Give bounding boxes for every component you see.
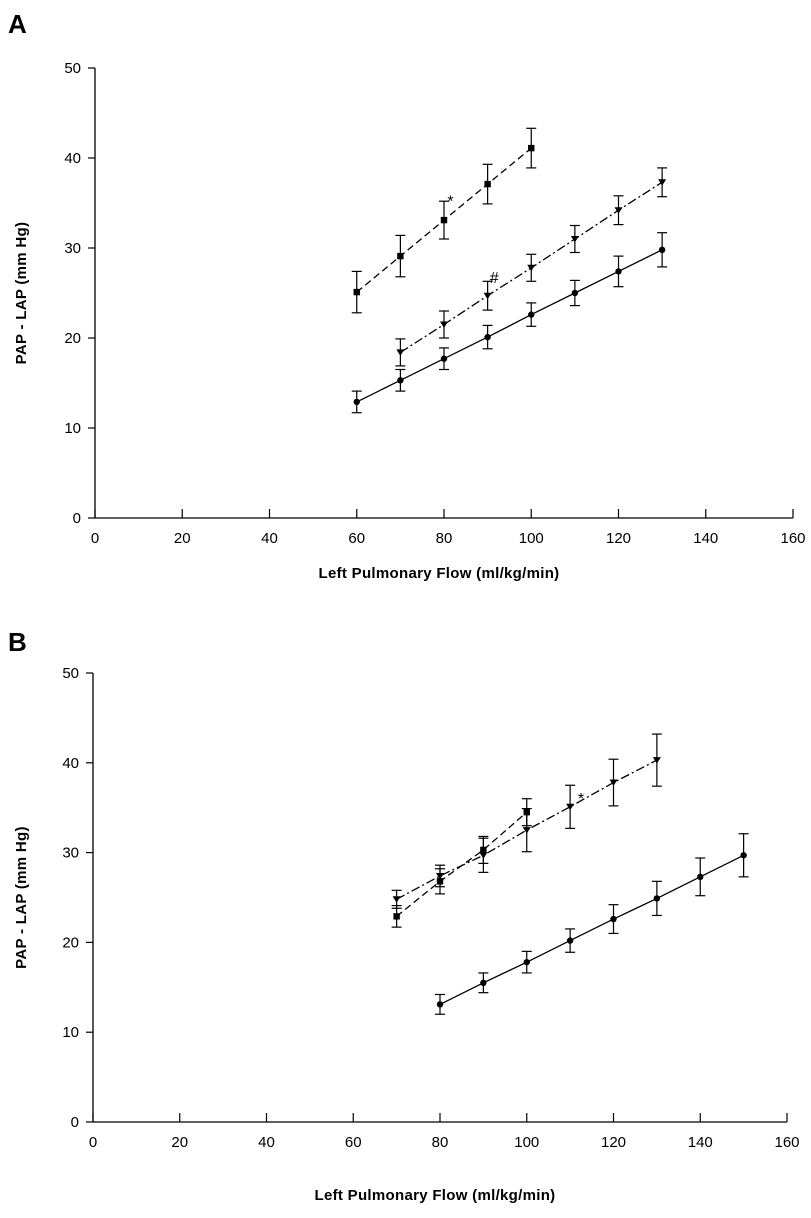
data-point-circle bbox=[659, 247, 665, 253]
y-tick-label: 10 bbox=[62, 1024, 79, 1041]
panel-label: B bbox=[8, 627, 27, 657]
data-point-triangle bbox=[479, 852, 487, 859]
y-tick-label: 10 bbox=[64, 420, 81, 437]
y-tick-label: 40 bbox=[62, 755, 79, 772]
data-point-square bbox=[441, 217, 447, 223]
panel-a: A 0 20 40 60 80 100 120 140 160 0 10 20 30 40 50 Left Pu… bbox=[8, 9, 806, 582]
x-tick-label: 160 bbox=[780, 530, 805, 547]
x-axis-label: Left Pulmonary Flow (ml/kg/min) bbox=[319, 565, 560, 582]
y-tick-label: 20 bbox=[62, 934, 79, 951]
series-circle bbox=[352, 233, 667, 413]
data-point-triangle bbox=[393, 896, 401, 903]
data-point-triangle bbox=[653, 757, 661, 764]
x-tick-label: 0 bbox=[89, 1134, 97, 1151]
x-tick-label: 80 bbox=[432, 1134, 449, 1151]
data-point-circle bbox=[354, 399, 360, 405]
series-square bbox=[352, 128, 537, 312]
data-point-circle bbox=[572, 290, 578, 296]
series-circle bbox=[435, 834, 749, 1014]
y-tick-label: 30 bbox=[64, 240, 81, 257]
x-tick-label: 160 bbox=[774, 1134, 799, 1151]
y-axis-label: PAP - LAP (mm Hg) bbox=[13, 222, 30, 365]
data-point-triangle bbox=[610, 780, 618, 787]
data-point-square bbox=[484, 181, 490, 187]
panel-label: A bbox=[8, 9, 27, 39]
y-tick-label: 50 bbox=[62, 665, 79, 682]
panel-b: B 0 20 40 60 80 100 120 140 160 0 10 20 30 40 50 Left Pu… bbox=[8, 627, 800, 1204]
data-point-circle bbox=[697, 874, 703, 880]
data-point-circle bbox=[441, 356, 447, 362]
data-point-triangle bbox=[523, 827, 531, 834]
significance-marker: * bbox=[447, 193, 453, 210]
x-tick-label: 100 bbox=[514, 1134, 539, 1151]
data-point-triangle bbox=[484, 293, 492, 300]
data-point-circle bbox=[524, 959, 530, 965]
x-tick-label: 0 bbox=[91, 530, 99, 547]
y-axis-label: PAP - LAP (mm Hg) bbox=[13, 826, 30, 969]
data-point-square bbox=[397, 253, 403, 259]
y-tick-label: 50 bbox=[64, 60, 81, 77]
series-triangle-down bbox=[392, 734, 662, 908]
y-tick-label: 20 bbox=[64, 330, 81, 347]
data-point-triangle bbox=[440, 322, 448, 329]
data-point-square bbox=[528, 145, 534, 151]
data-point-circle bbox=[740, 852, 746, 858]
data-point-circle bbox=[610, 916, 616, 922]
x-tick-label: 20 bbox=[171, 1134, 188, 1151]
data-point-circle bbox=[528, 311, 534, 317]
data-point-circle bbox=[654, 895, 660, 901]
data-point-triangle bbox=[396, 349, 404, 356]
data-point-circle bbox=[615, 268, 621, 274]
series-square bbox=[392, 799, 532, 927]
y-tick-label: 0 bbox=[71, 1114, 79, 1131]
y-tick-label: 30 bbox=[62, 845, 79, 862]
x-tick-label: 60 bbox=[348, 530, 365, 547]
x-tick-label: 40 bbox=[258, 1134, 275, 1151]
data-point-triangle bbox=[527, 265, 535, 272]
data-point-square bbox=[393, 913, 399, 919]
x-tick-label: 20 bbox=[174, 530, 191, 547]
data-point-circle bbox=[397, 377, 403, 383]
x-tick-label: 80 bbox=[436, 530, 453, 547]
x-axis-label: Left Pulmonary Flow (ml/kg/min) bbox=[315, 1187, 556, 1204]
x-tick-label: 140 bbox=[693, 530, 718, 547]
significance-marker: # bbox=[490, 270, 499, 287]
x-tick-label: 120 bbox=[601, 1134, 626, 1151]
data-point-circle bbox=[567, 937, 573, 943]
x-tick-label: 120 bbox=[606, 530, 631, 547]
data-point-circle bbox=[437, 1001, 443, 1007]
series-line bbox=[397, 812, 527, 916]
significance-marker: * bbox=[578, 791, 584, 808]
x-tick-label: 40 bbox=[261, 530, 278, 547]
x-tick-label: 140 bbox=[688, 1134, 713, 1151]
y-tick-label: 0 bbox=[73, 510, 81, 527]
data-point-circle bbox=[484, 334, 490, 340]
data-point-circle bbox=[480, 980, 486, 986]
data-point-triangle bbox=[566, 804, 574, 811]
x-tick-label: 60 bbox=[345, 1134, 362, 1151]
y-tick-label: 40 bbox=[64, 150, 81, 167]
x-tick-label: 100 bbox=[519, 530, 544, 547]
data-point-square bbox=[354, 289, 360, 295]
